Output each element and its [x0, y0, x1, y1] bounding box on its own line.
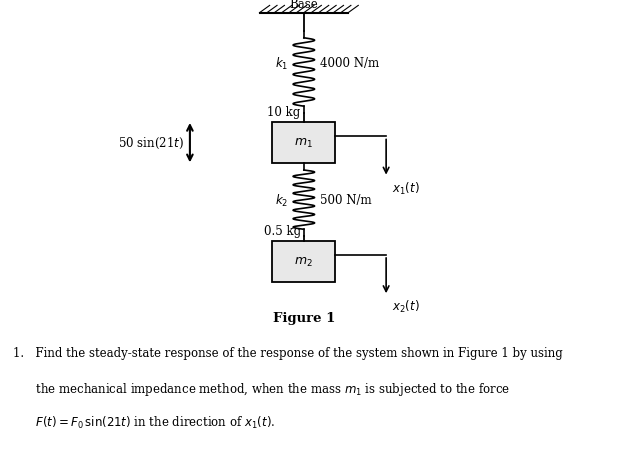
Text: $F(t) = F_0\,\mathrm{sin}(21t)$ in the direction of $x_1(t)$.: $F(t) = F_0\,\mathrm{sin}(21t)$ in the d… — [13, 414, 275, 430]
Text: Figure 1: Figure 1 — [273, 312, 335, 325]
Text: 50 sin(21$t$): 50 sin(21$t$) — [118, 136, 184, 151]
Text: $m_2$: $m_2$ — [294, 255, 313, 268]
Bar — [272, 123, 335, 164]
Text: $x_2(t)$: $x_2(t)$ — [392, 299, 420, 315]
Text: $k_2$: $k_2$ — [275, 192, 288, 208]
Text: $k_1$: $k_1$ — [275, 56, 288, 72]
Text: 0.5 kg: 0.5 kg — [263, 224, 301, 238]
Text: 10 kg: 10 kg — [267, 106, 301, 119]
Text: $x_1(t)$: $x_1(t)$ — [392, 180, 420, 197]
Text: Base: Base — [289, 0, 318, 11]
Bar — [272, 241, 335, 282]
Text: the mechanical impedance method, when the mass $m_1$ is subjected to the force: the mechanical impedance method, when th… — [13, 380, 510, 397]
Text: 1.   Find the steady-state response of the response of the system shown in Figur: 1. Find the steady-state response of the… — [13, 346, 562, 359]
Text: 500 N/m: 500 N/m — [320, 194, 372, 207]
Text: 4000 N/m: 4000 N/m — [320, 57, 379, 70]
Text: $m_1$: $m_1$ — [294, 137, 313, 150]
